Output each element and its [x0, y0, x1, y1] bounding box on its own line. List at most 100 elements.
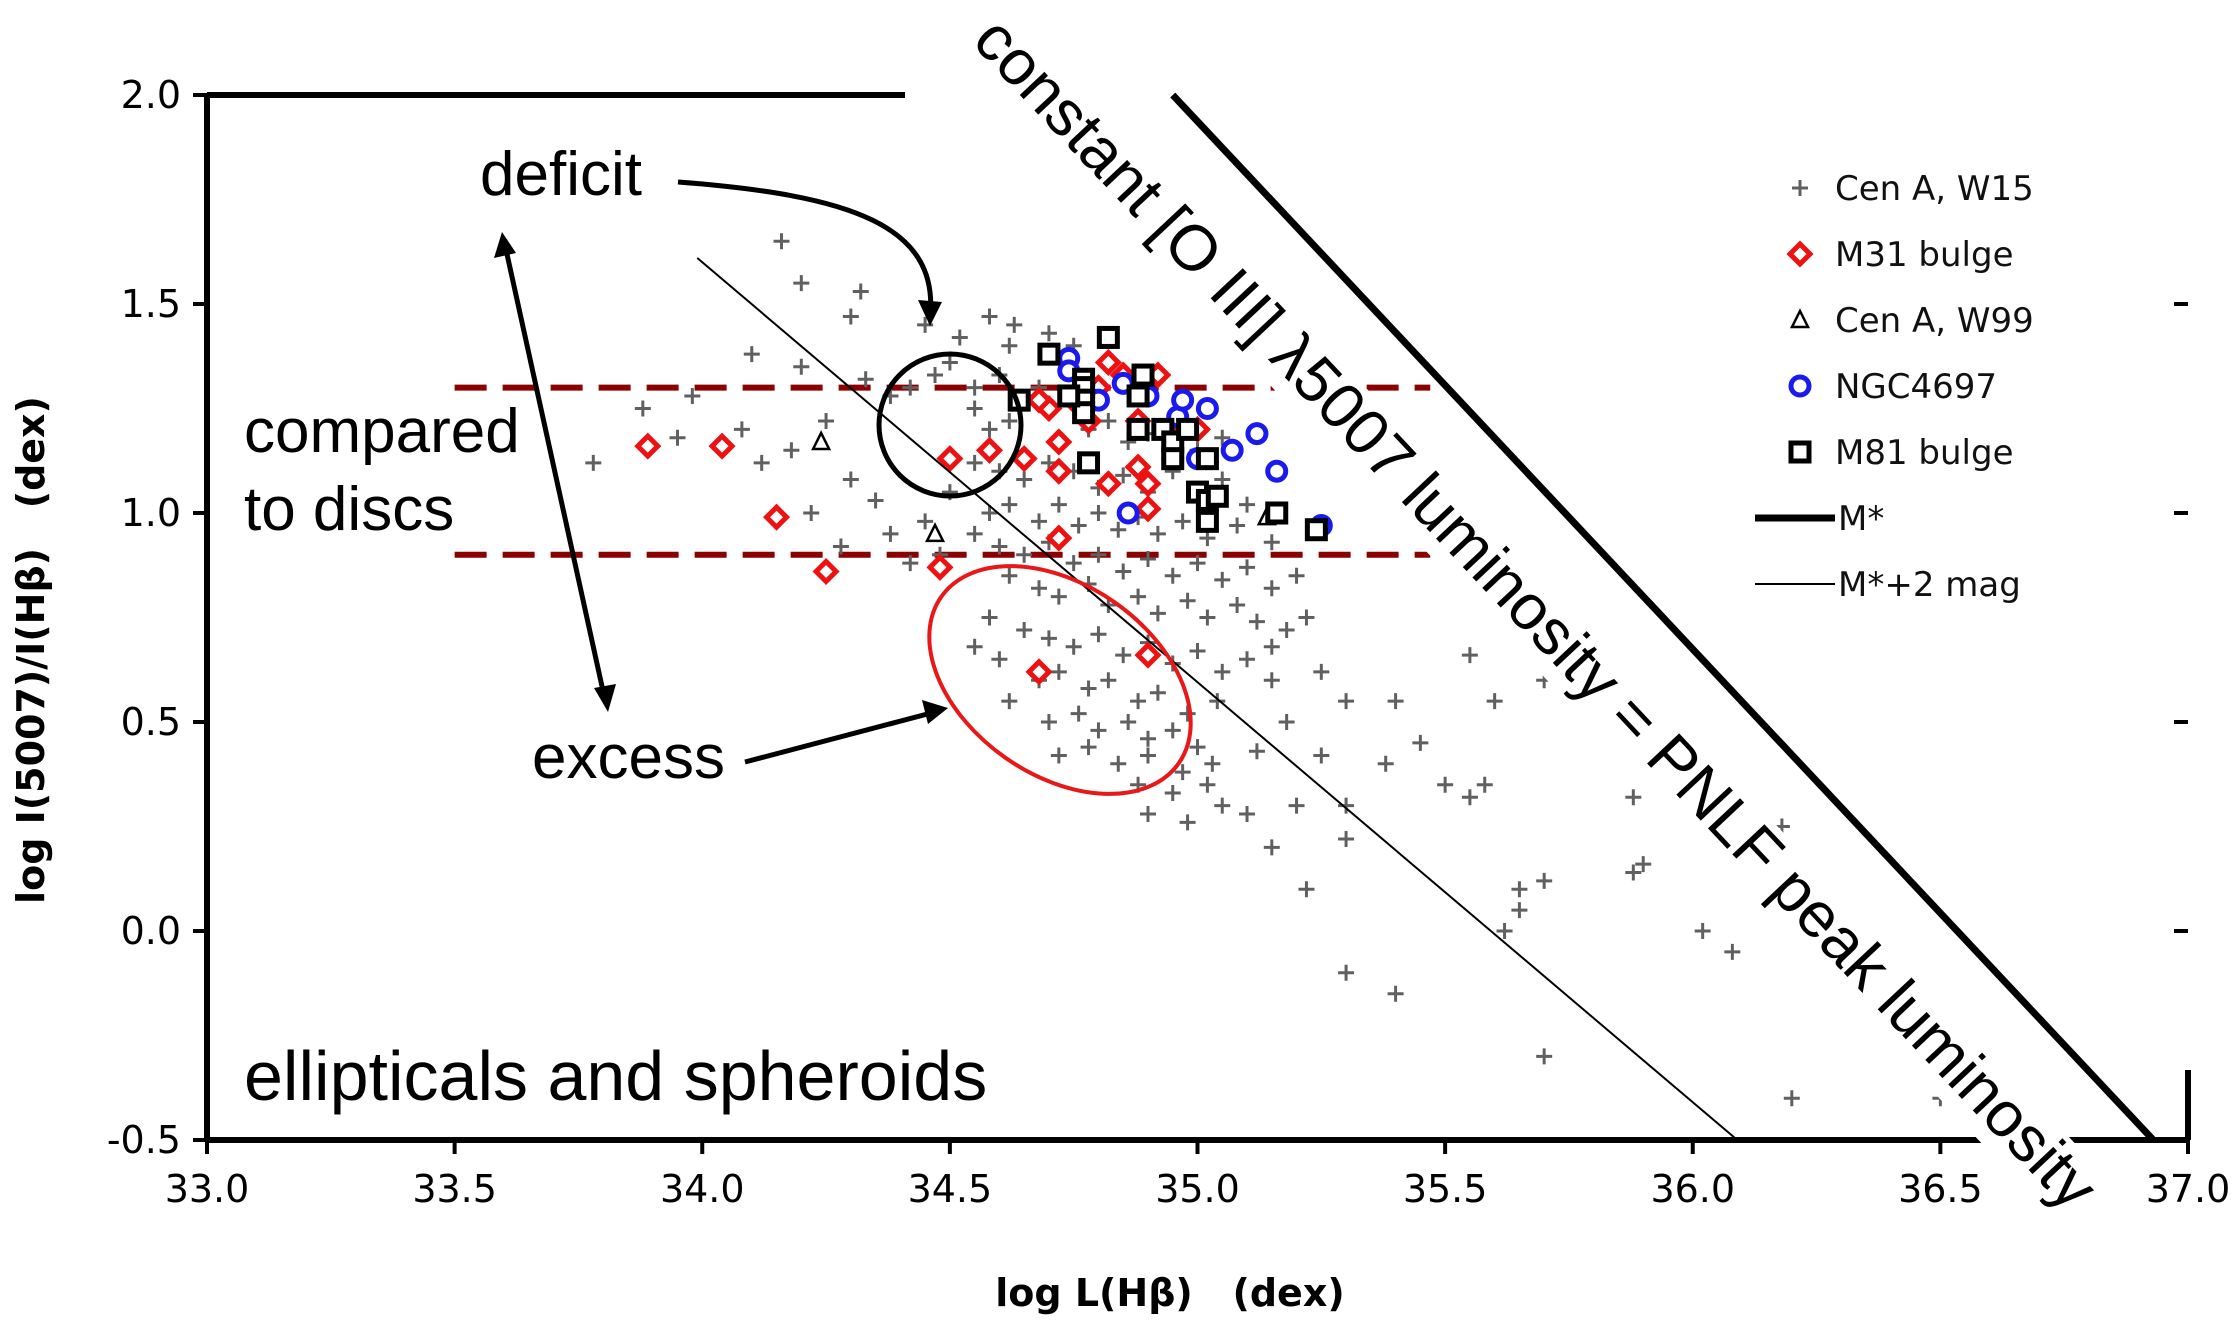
data-point [1214, 663, 1231, 680]
x-tick-label: 34.5 [908, 1167, 993, 1211]
data-point [1263, 534, 1280, 551]
data-point [1096, 325, 1120, 349]
data-point [1199, 609, 1216, 626]
data-point [1001, 413, 1018, 430]
data-point [1338, 693, 1355, 710]
data-point [1001, 496, 1018, 513]
data-point [812, 557, 840, 586]
data-point [917, 513, 934, 530]
data-point [1174, 513, 1191, 530]
data-point [1189, 739, 1206, 756]
data-point [1511, 902, 1528, 919]
data-point [1040, 714, 1057, 730]
data-point [1045, 428, 1073, 456]
data-point [1536, 872, 1553, 889]
data-point [1094, 348, 1122, 377]
data-point [1139, 550, 1156, 567]
data-point [753, 454, 770, 471]
data-point [1139, 730, 1156, 747]
data-point [1724, 943, 1741, 960]
data-point [1164, 722, 1181, 739]
data-point [1265, 459, 1289, 483]
excess-ellipse [927, 564, 1193, 796]
data-point [1229, 517, 1246, 534]
data-point [902, 555, 919, 572]
data-point [1461, 647, 1478, 664]
data-point [1134, 470, 1162, 498]
data-point [1174, 764, 1191, 781]
data-point [926, 553, 954, 581]
data-point [1338, 831, 1355, 848]
data-point [783, 442, 800, 459]
data-point [733, 421, 750, 438]
data-point [793, 358, 810, 375]
legend-label: M81 bulge [1835, 433, 2013, 473]
data-point [1245, 422, 1269, 446]
data-point [1006, 316, 1023, 333]
data-point [1116, 501, 1140, 525]
data-point [1625, 789, 1642, 806]
data-point [852, 283, 869, 300]
data-point [669, 429, 686, 446]
data-point [867, 492, 884, 509]
annotation-compared: compared [244, 397, 520, 466]
data-point [1080, 739, 1097, 756]
data-point [1090, 505, 1107, 521]
double-arrow [502, 244, 608, 701]
series-m81-bulge [1007, 325, 1328, 542]
data-point [1265, 501, 1289, 525]
data-point [1050, 496, 1067, 513]
data-point [1209, 693, 1226, 710]
data-point [1171, 388, 1195, 412]
data-point [1025, 386, 1053, 414]
legend-marker [1788, 374, 1812, 398]
data-point [1070, 705, 1087, 722]
data-point [1204, 755, 1221, 772]
data-point [1134, 641, 1162, 669]
data-point [1220, 438, 1244, 462]
data-point [966, 525, 983, 542]
data-point [832, 538, 849, 555]
data-point [966, 454, 983, 471]
series-cen-a-w15 [585, 233, 1949, 1107]
y-tick-label: 0.0 [121, 909, 181, 953]
x-tick-label: 37.0 [2146, 1167, 2231, 1211]
data-point [773, 233, 790, 250]
data-point [1149, 605, 1166, 622]
data-point [1412, 734, 1429, 751]
data-point [1214, 797, 1231, 814]
legend-label: M31 bulge [1835, 235, 2013, 275]
double-arrow-head-bottom [594, 684, 616, 712]
data-point [1070, 517, 1087, 534]
data-point [1080, 680, 1097, 697]
data-point [1288, 567, 1305, 584]
x-tick-label: 36.0 [1650, 1167, 1735, 1211]
data-point [1050, 663, 1067, 680]
annotation-to-discs: to discs [244, 475, 454, 544]
data-point [1263, 580, 1280, 597]
data-point [1476, 776, 1493, 793]
data-point [857, 371, 874, 388]
y-tick-label: 0.5 [121, 700, 181, 744]
data-point [1205, 484, 1229, 508]
data-point [1496, 923, 1513, 939]
data-point [1130, 693, 1147, 710]
data-point [966, 379, 983, 396]
data-point [1248, 613, 1265, 630]
data-point [1110, 755, 1127, 772]
data-point [1278, 622, 1295, 639]
data-point [793, 275, 810, 292]
data-point [1387, 985, 1404, 1002]
legend-marker [1792, 180, 1808, 196]
data-point [1134, 495, 1162, 523]
line-m-star [1170, 92, 2156, 1143]
data-point [1214, 571, 1231, 588]
data-point [708, 432, 736, 460]
data-point [1164, 567, 1181, 584]
diagonal-label-backing [953, 0, 2113, 1231]
data-point [981, 421, 998, 438]
data-point [1115, 467, 1132, 484]
data-point [1149, 525, 1166, 542]
data-point [981, 609, 998, 626]
